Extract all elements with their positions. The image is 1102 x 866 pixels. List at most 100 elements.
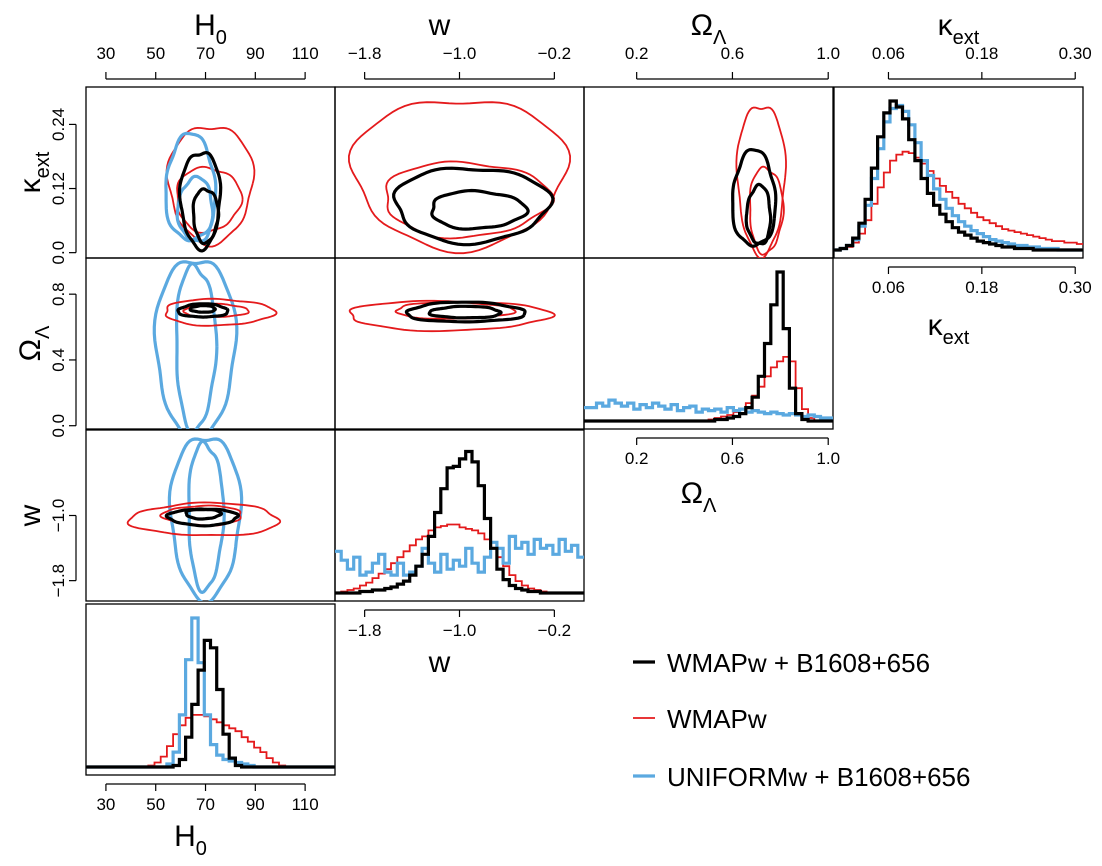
marginal-w [335,449,584,595]
top-axis-label-omega: ΩΛ [691,9,727,49]
x-tick-label-omega: 1.0 [816,449,840,468]
x-tick-label-kappa: 0.30 [1059,278,1092,297]
x-tick-label-H0: 90 [246,44,265,63]
x-axis-omega-bottom: 0.2 0.6 1.0 [625,437,840,468]
contour-red-level-1 [385,160,556,240]
contour-black-level-1 [427,304,503,320]
y-axis-kappa: 0.0 0.12 0.24 [49,108,77,265]
x-axis-omega-top: 0.2 0.6 1.0 [625,44,840,80]
x-tick-label-H0: 50 [146,44,165,63]
contour-blue-level-1 [175,262,219,429]
x-axis-H0-bottom: 30 50 70 90 110 [96,783,319,814]
x-tick-label-omega: 0.2 [625,449,649,468]
contour-black-level-1 [430,188,530,231]
x-tick-label-H0: 50 [146,795,165,814]
x-tick-label-omega: 0.6 [721,44,745,63]
panel-H0-marginal [85,603,336,776]
contour-black-level-2 [404,300,527,324]
panel-w-vs-kappa [334,86,585,259]
contour-black-level-1 [184,507,224,521]
contour-red-level-2 [348,299,556,333]
histogram-red-w [335,523,584,594]
x-tick-label-H0: 30 [96,44,115,63]
contour-red-level-2 [126,501,282,536]
x-tick-label-w: −1.0 [443,44,477,63]
contour-blue-level-2 [152,260,239,429]
bottom-axis-label-kappa: κext [928,309,970,349]
x-tick-label-kappa: 0.30 [1059,44,1092,63]
x-tick-label-w: −1.8 [348,621,382,640]
contours-w-vs-kappa [347,101,571,255]
y-tick-label-kappa: 0.0 [49,241,68,265]
contour-black-level-2 [731,148,778,248]
y-tick-label-w: −1.8 [49,564,68,598]
contours-w-vs-omega [348,299,556,333]
y-tick-label-omega: 0.0 [49,414,68,438]
panel-kappa-marginal [833,86,1084,259]
y-tick-label-omega: 0.8 [49,282,68,306]
legend: WMAPw + B1608+656 WMAPw UNIFORMw + B1608… [633,648,970,792]
contour-red-level-1 [182,302,250,318]
histogram-black-w [335,449,584,595]
y-tick-label-omega: 0.4 [49,348,68,372]
x-tick-label-H0: 110 [292,795,319,814]
marginal-omega [584,270,833,423]
histogram-red-kappa [834,150,1083,251]
panel-omega-vs-kappa [583,86,834,259]
contour-black-level-1 [191,187,221,246]
y-axis-w: −1.8 −1.0 [49,499,77,598]
contour-red-level-2 [347,101,571,255]
contour-red-level-2 [165,127,256,248]
top-axis-label-kappa: κext [938,9,980,49]
x-tick-label-H0: 90 [246,795,265,814]
contour-black-level-1 [188,304,217,314]
marginal-kappa [834,99,1083,252]
contour-black-level-2 [176,302,230,319]
contour-black-level-2 [177,151,223,253]
top-axis-label-H0: H0 [194,9,227,49]
panel-w-marginal [334,429,585,602]
x-axis-w-bottom: −1.8 −1.0 −0.2 [348,609,572,640]
contours-H0-vs-omega [152,260,278,429]
legend-label-red: WMAPw [667,704,767,734]
histogram-black-omega [584,270,833,423]
histogram-blue-omega [584,398,833,420]
legend-label-blue: UNIFORMw + B1608+656 [667,762,970,792]
contour-red-level-1 [749,165,785,256]
panel-H0-vs-w [85,429,336,602]
contours-H0-vs-w [126,437,282,601]
contour-blue-level-2 [167,437,244,601]
bottom-axis-label-omega: ΩΛ [681,477,717,517]
histogram-blue-w [335,534,584,577]
data-layer [86,99,1083,769]
legend-label-black: WMAPw + B1608+656 [667,648,930,678]
y-tick-label-w: −1.0 [49,499,68,533]
y-tick-label-kappa: 0.24 [49,108,68,141]
x-tick-label-omega: 0.6 [721,449,745,468]
top-axis-label-w: w [428,9,451,42]
x-axis-H0-top: 30 50 70 90 110 [96,44,319,80]
panel-w-vs-omega [334,257,585,430]
bottom-axis-label-H0: H0 [174,820,207,860]
left-axis-label-omega: ΩΛ [14,325,54,361]
x-tick-label-H0: 70 [196,795,215,814]
contours-H0-vs-kappa [164,127,256,253]
x-tick-label-H0: 70 [196,44,215,63]
x-tick-label-kappa: 0.18 [965,278,998,297]
x-tick-label-w: −0.2 [538,44,572,63]
x-tick-label-w: −1.8 [348,44,382,63]
bottom-axis-label-w: w [428,646,451,679]
x-tick-label-kappa: 0.18 [965,44,998,63]
x-axis-kappa-bottom: 0.06 0.18 0.30 [872,266,1092,297]
contour-black-level-1 [744,182,773,246]
x-tick-label-kappa: 0.06 [872,278,905,297]
panel-omega-marginal [583,257,834,430]
histogram-black-H0 [86,638,335,769]
contour-red-level-2 [164,297,278,327]
contours-omega-vs-kappa [731,106,787,258]
y-axis-omega: 0.0 0.4 0.8 [49,282,77,438]
x-tick-label-w: −0.2 [538,621,572,640]
x-tick-label-omega: 0.2 [625,44,649,63]
x-tick-label-H0: 110 [292,44,319,63]
